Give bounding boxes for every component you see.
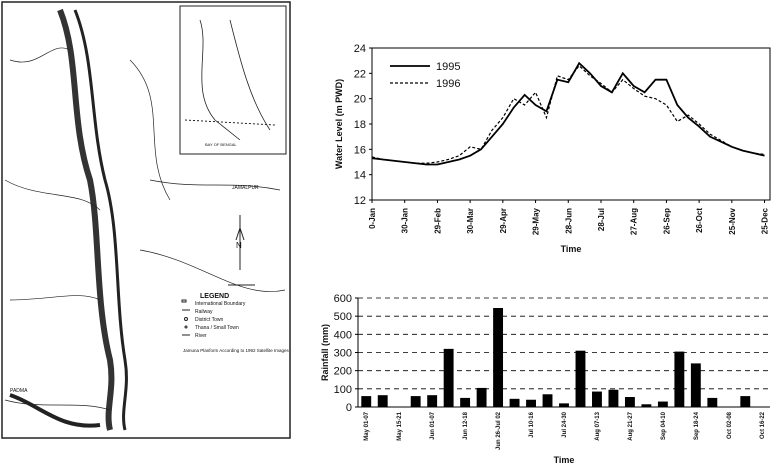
- y-tick-label: 24: [354, 43, 366, 55]
- y-tick-label: 300: [334, 348, 352, 360]
- x-tick-label: Jun 12-18: [463, 411, 469, 439]
- bar: [641, 404, 651, 407]
- bar: [559, 403, 569, 407]
- x-tick-label: Aug 21-27: [628, 411, 634, 440]
- x-tick-label: 29-Apr: [499, 208, 508, 233]
- bar: [740, 396, 750, 407]
- x-tick-label: 25-Nov: [728, 207, 737, 234]
- map-label: LEGEND: [200, 293, 229, 300]
- y-tick-label: 400: [334, 329, 352, 341]
- x-tick-label: 26-Oct: [695, 208, 704, 233]
- bar: [608, 390, 618, 407]
- y-tick-label: 20: [354, 94, 366, 106]
- x-tick-label: May 15-21: [397, 411, 403, 440]
- y-tick-label: 600: [334, 293, 352, 305]
- x-tick-label: 26-Sep: [662, 208, 671, 234]
- bar: [691, 363, 701, 407]
- x-tick-label: Jul 10-16: [529, 411, 535, 437]
- x-tick-label: 27-Aug: [630, 208, 639, 235]
- bar: [427, 395, 437, 407]
- y-tick-label: 100: [334, 384, 352, 396]
- map-label: PADMA: [10, 388, 28, 394]
- x-tick-label: Aug 07-13: [595, 411, 601, 440]
- x-tick-label: 29-May: [532, 207, 541, 235]
- map: [2, 2, 290, 438]
- x-tick-label: May 01-07: [364, 411, 370, 440]
- x-tick-label: Sep 18-24: [694, 411, 700, 440]
- y-tick-label: 22: [354, 68, 366, 80]
- bar: [510, 399, 520, 407]
- y-axis-label: Rainfall (mm): [320, 324, 330, 381]
- x-tick-label: Oct 02-08: [727, 411, 733, 439]
- map-note: Jamuna Planform According to 1992 Satell…: [183, 348, 290, 353]
- bar: [460, 398, 470, 407]
- x-tick-label: 0-Jan: [368, 208, 377, 229]
- bar: [658, 402, 668, 407]
- x-tick-label: 30-Mar: [466, 208, 475, 234]
- y-tick-label: 500: [334, 311, 352, 323]
- bar: [625, 397, 635, 407]
- bar: [674, 352, 684, 407]
- bar: [411, 396, 421, 407]
- x-tick-label: 30-Jan: [401, 208, 410, 233]
- bar: [576, 351, 586, 407]
- y-tick-label: 200: [334, 366, 352, 378]
- bar: [378, 395, 388, 407]
- bar: [707, 398, 717, 407]
- map-label: River: [195, 333, 207, 339]
- bar: [361, 396, 371, 407]
- x-tick-label: 28-Jun: [564, 208, 573, 234]
- map-label: Thana / Small Town: [195, 325, 239, 331]
- bar: [543, 394, 553, 407]
- map-label: Railway: [195, 309, 213, 315]
- map-label: N: [236, 241, 242, 250]
- plot-frame: [372, 48, 770, 200]
- x-tick-label: Jul 24-30: [562, 411, 568, 437]
- bar: [477, 388, 487, 407]
- y-tick-label: 0: [346, 402, 352, 414]
- line-series: [372, 63, 765, 164]
- bar: [526, 400, 536, 407]
- legend-label: 1995: [436, 61, 460, 73]
- x-tick-label: Jun 01-07: [430, 411, 436, 439]
- line-series: [372, 66, 765, 164]
- x-axis-label: Time: [554, 455, 575, 465]
- y-tick-label: 18: [354, 119, 366, 131]
- x-tick-label: Oct 16-22: [760, 411, 766, 439]
- map-label: District Town: [195, 317, 223, 323]
- y-tick-label: 14: [354, 170, 366, 182]
- bar: [444, 349, 454, 407]
- x-tick-label: Sep 04-10: [661, 411, 667, 440]
- y-axis-label: Water Level (m PWD): [334, 79, 344, 169]
- map-label: BAY OF BENGAL: [205, 142, 237, 147]
- legend-label: 1996: [436, 78, 460, 90]
- x-tick-label: 28-Jul: [597, 208, 606, 231]
- y-tick-label: 16: [354, 144, 366, 156]
- figure: LEGENDInternational Boundary Railway Distr…: [0, 0, 775, 466]
- bar: [493, 308, 503, 407]
- y-tick-label: 12: [354, 195, 366, 207]
- x-axis-label: Time: [561, 244, 582, 254]
- x-tick-label: 29-Feb: [433, 208, 442, 234]
- x-tick-label: 25-Dec: [761, 207, 770, 234]
- x-tick-label: Jun 26-Jul 02: [496, 411, 502, 450]
- map-label: JAMALPUR: [232, 185, 259, 191]
- bar: [592, 392, 602, 407]
- map-label: International Boundary: [195, 301, 246, 307]
